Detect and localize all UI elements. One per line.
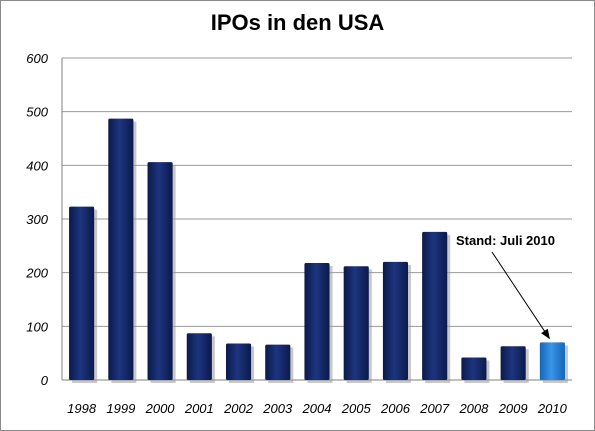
x-tick-label: 2008: [458, 401, 489, 416]
bar-2006: [382, 261, 409, 380]
y-tick-label: 600: [26, 51, 48, 66]
x-tick-label: 2000: [145, 401, 176, 416]
bar-2000: [147, 162, 173, 380]
x-tick-label: 2002: [223, 401, 254, 416]
y-tick-label: 200: [25, 266, 48, 281]
x-tick-label: 2007: [419, 401, 450, 416]
bar-2007: [422, 231, 448, 380]
annotation-arrow: [491, 251, 550, 340]
x-tick-label: 2004: [302, 401, 332, 416]
bar-1999: [108, 118, 134, 380]
x-tick-label: 1999: [106, 401, 135, 416]
bar-2003: [265, 344, 291, 380]
bar-2005: [343, 266, 369, 380]
bar-2008: [461, 357, 487, 380]
y-tick-label: 100: [26, 319, 48, 334]
y-tick-label: 500: [26, 105, 48, 120]
y-tick-label: 400: [26, 158, 48, 173]
bar-2009: [500, 346, 526, 380]
x-tick-label: 2010: [537, 401, 568, 416]
bar-1998: [69, 206, 95, 380]
annotation-label: Stand: Juli 2010: [456, 233, 555, 248]
y-tick-label: 0: [41, 373, 49, 388]
x-tick-label: 1998: [67, 401, 97, 416]
bar-2002: [225, 343, 252, 380]
x-tick-label: 2001: [184, 401, 214, 416]
x-tick-label: 2006: [380, 401, 411, 416]
x-tick-label: 2005: [341, 401, 372, 416]
x-tick-label: 2003: [262, 401, 293, 416]
chart-title: IPOs in den USA: [210, 10, 385, 35]
x-tick-label: 2009: [498, 401, 528, 416]
y-tick-label: 300: [26, 212, 48, 227]
bar-2001: [186, 333, 212, 380]
bar-2004: [304, 263, 330, 380]
bar-2010: [539, 342, 565, 380]
